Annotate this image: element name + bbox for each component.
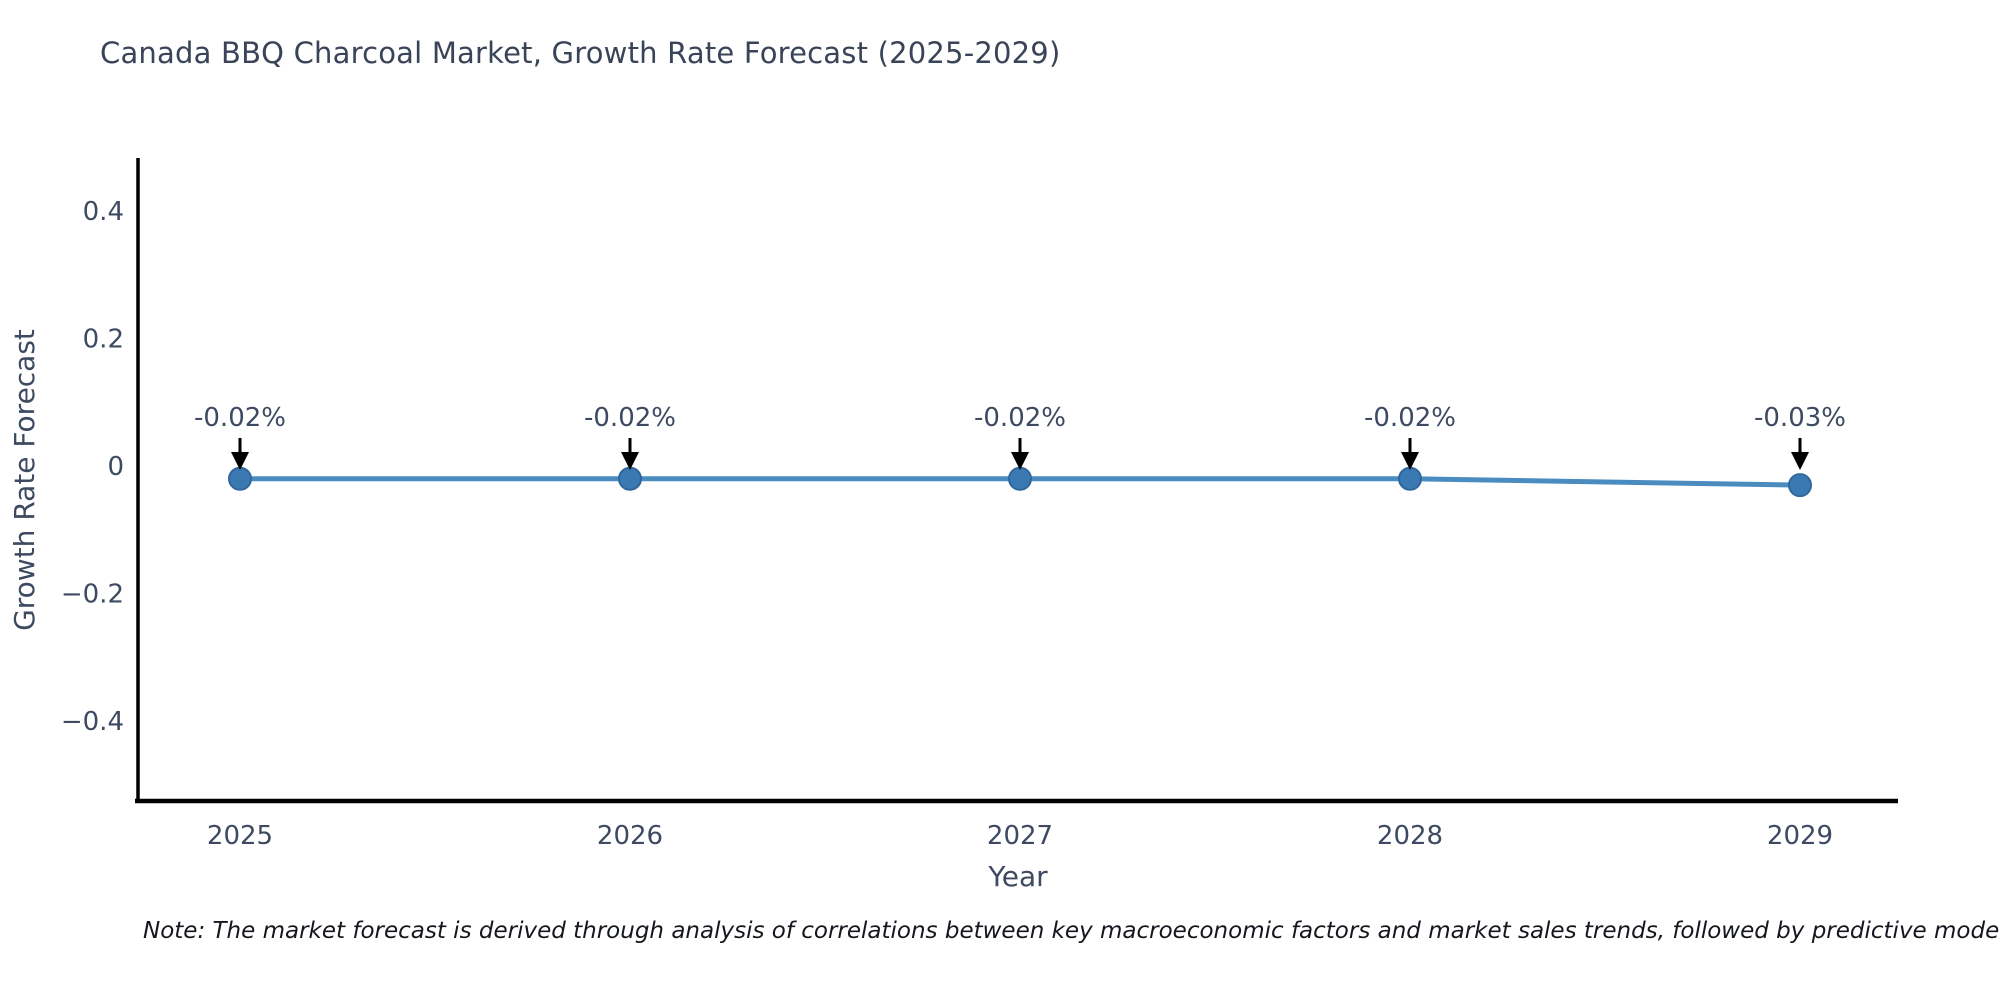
x-axis-title: Year (987, 860, 1048, 893)
x-tick-label: 2028 (1377, 821, 1443, 851)
annotation-label: -0.02% (194, 403, 286, 433)
y-tick-label: 0.2 (83, 325, 124, 355)
data-point-marker (228, 466, 252, 491)
annotation-arrow-head (621, 452, 639, 470)
y-tick-label: −0.4 (61, 707, 124, 737)
data-point-marker (618, 466, 642, 491)
annotation-arrow-head (1791, 452, 1809, 470)
y-tick-label: 0.4 (83, 197, 124, 227)
data-point-marker (1008, 466, 1032, 491)
y-tick-label: −0.2 (61, 580, 124, 610)
chart-title: Canada BBQ Charcoal Market, Growth Rate … (100, 36, 1061, 70)
annotation-arrow-head (1011, 452, 1029, 470)
x-tick-label: 2027 (987, 821, 1053, 851)
data-point-marker (1788, 473, 1812, 498)
x-tick-label: 2025 (207, 821, 273, 851)
data-point-marker (1398, 466, 1422, 491)
annotation-label: -0.02% (1364, 403, 1456, 433)
y-tick-label: 0 (107, 452, 124, 482)
x-tick-label: 2029 (1767, 821, 1833, 851)
annotation-label: -0.03% (1754, 403, 1846, 433)
chart-note: Note: The market forecast is derived thr… (143, 918, 2000, 944)
x-tick-label: 2026 (597, 821, 663, 851)
annotation-arrow-head (1401, 452, 1419, 470)
annotation-label: -0.02% (584, 403, 676, 433)
y-axis-title: Growth Rate Forecast (8, 329, 41, 631)
annotation-arrow-head (231, 452, 249, 470)
annotation-label: -0.02% (974, 403, 1066, 433)
